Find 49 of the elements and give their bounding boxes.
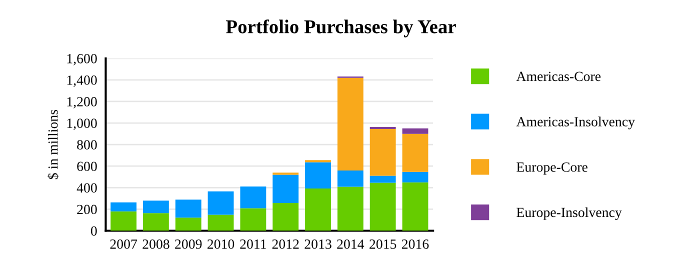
bar	[305, 188, 331, 231]
bar	[305, 162, 331, 189]
y-tick-label: 1,000	[67, 118, 97, 130]
y-tick-label: 0	[90, 226, 97, 236]
y-tick-label: 1,200	[67, 97, 97, 108]
bar	[208, 191, 234, 215]
bar	[370, 176, 396, 183]
bar	[272, 203, 299, 231]
bar	[240, 186, 266, 208]
bar	[402, 182, 428, 231]
bar	[240, 208, 266, 231]
bar	[337, 170, 364, 187]
bar	[337, 78, 364, 171]
y-axis-title: $ in millions	[48, 110, 59, 180]
bar	[208, 214, 234, 231]
bar	[110, 211, 136, 231]
bar	[402, 134, 428, 172]
x-tick-label: 2010	[207, 239, 234, 249]
legend-label: Americas-Insolvency	[516, 116, 635, 130]
x-tick-label: 2015	[370, 239, 396, 249]
bar	[175, 218, 202, 231]
bar	[272, 174, 299, 204]
legend-label: Americas-Core	[516, 72, 601, 82]
x-tick-label: 2012	[272, 239, 299, 249]
bar	[175, 200, 202, 218]
bar	[402, 128, 428, 134]
bar	[370, 129, 396, 176]
bar	[337, 186, 364, 231]
x-tick-label: 2013	[304, 239, 332, 249]
chart-title: Portfolio Purchases by Year	[226, 19, 456, 38]
y-tick-label: 600	[77, 162, 97, 172]
y-tick-label: 800	[77, 140, 97, 150]
y-tick-label: 1,600	[67, 54, 97, 66]
bar	[110, 202, 136, 212]
x-tick-label: 2007	[110, 239, 138, 249]
x-tick-label: 2011	[240, 239, 266, 249]
legend-label: Europe-Insolvency	[516, 207, 622, 220]
x-tick-label: 2008	[142, 239, 170, 249]
bar	[402, 172, 428, 182]
bar	[142, 200, 169, 214]
x-tick-label: 2016	[402, 239, 429, 249]
bar	[142, 213, 169, 231]
y-tick-label: 400	[76, 183, 97, 193]
legend-label: Europe-Core	[516, 162, 588, 175]
x-tick-label: 2009	[175, 239, 202, 249]
y-tick-label: 200	[77, 204, 97, 214]
bar	[370, 182, 396, 231]
y-tick-label: 1,400	[67, 76, 97, 87]
x-tick-label: 2014	[337, 239, 364, 249]
